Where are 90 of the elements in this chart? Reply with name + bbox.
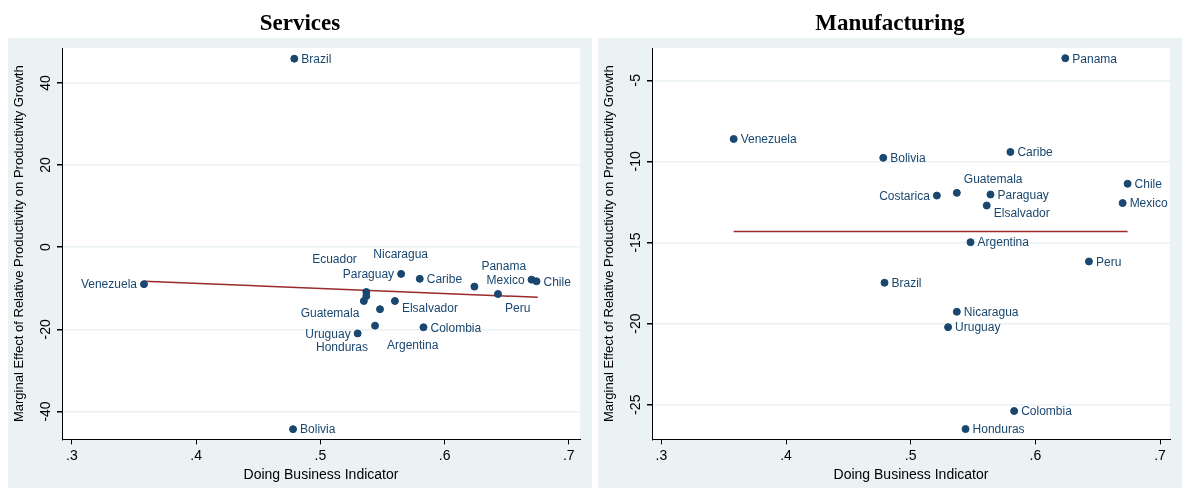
point bbox=[932, 191, 941, 200]
point bbox=[415, 274, 424, 283]
point bbox=[353, 329, 362, 338]
point bbox=[1084, 257, 1093, 266]
annotation: Chile bbox=[1134, 177, 1163, 192]
point bbox=[729, 135, 738, 143]
x-tick-label: .5 bbox=[314, 446, 327, 463]
point bbox=[470, 282, 479, 291]
y-tick-label: -40 bbox=[36, 401, 53, 422]
annotation: Panama bbox=[1072, 51, 1118, 66]
point bbox=[944, 323, 953, 332]
x-tick-label: .4 bbox=[190, 446, 203, 463]
point bbox=[359, 296, 368, 305]
annotation: Chile bbox=[543, 274, 572, 289]
x-tick-label: .7 bbox=[562, 446, 575, 463]
y-tick-label: 0 bbox=[36, 243, 53, 252]
point bbox=[880, 278, 889, 287]
annotation: Brazil bbox=[301, 51, 332, 66]
annotation: Caribe bbox=[1017, 145, 1054, 160]
y-tick-label: -20 bbox=[626, 313, 643, 334]
point bbox=[289, 425, 298, 434]
annotation: Bolivia bbox=[300, 422, 336, 437]
y-tick-label: -15 bbox=[626, 232, 643, 253]
x-tick-label: .4 bbox=[780, 446, 793, 463]
y-tick-label: 20 bbox=[36, 157, 53, 173]
annotation: Paraguay bbox=[342, 267, 395, 282]
x-tick-label: .5 bbox=[904, 446, 917, 463]
point bbox=[1061, 54, 1070, 63]
y-tick-label: -10 bbox=[626, 151, 643, 172]
y-tick-label: -20 bbox=[36, 319, 53, 340]
annotation: Nicaragua bbox=[373, 247, 429, 262]
x-tick-label: .3 bbox=[655, 446, 668, 463]
point bbox=[376, 305, 385, 314]
annotation: Elsalvador bbox=[993, 205, 1050, 220]
annotation: Bolivia bbox=[890, 151, 926, 166]
annotation: Mexico bbox=[1129, 196, 1168, 211]
point bbox=[986, 190, 995, 199]
y-axis-title: Marginal Effect of Relative Productivity on Productivity Growth bbox=[11, 65, 27, 423]
point bbox=[419, 323, 428, 332]
annotation: Paraguay bbox=[997, 187, 1049, 202]
annotation: Ecuador bbox=[312, 252, 357, 267]
annotation: Costarica bbox=[879, 188, 931, 203]
annotation: Brazil bbox=[891, 276, 922, 291]
annotation: Argentina bbox=[977, 235, 1030, 250]
point bbox=[371, 321, 380, 330]
point bbox=[532, 277, 541, 286]
annotation: Elsalvador bbox=[401, 301, 458, 316]
annotation: Uruguay bbox=[955, 320, 1001, 335]
annotation: Peru bbox=[1095, 254, 1122, 269]
annotation: Venezuela bbox=[80, 277, 138, 292]
chart-title: Services bbox=[258, 9, 342, 37]
x-tick-label: .6 bbox=[438, 446, 451, 463]
point bbox=[139, 280, 148, 289]
x-tick-label: .3 bbox=[66, 446, 78, 463]
annotation: Uruguay bbox=[305, 326, 351, 341]
point bbox=[1118, 199, 1127, 208]
annotation: Honduras bbox=[972, 422, 1025, 437]
annotation: Caribe bbox=[426, 272, 463, 287]
annotation: Nicaragua bbox=[963, 305, 1019, 320]
annotation: Mexico bbox=[486, 272, 525, 287]
point bbox=[982, 201, 991, 210]
point bbox=[494, 290, 503, 299]
annotation: Guatemala bbox=[963, 172, 1023, 187]
point bbox=[1006, 147, 1015, 156]
annotation: Panama bbox=[481, 258, 527, 273]
annotation: Venezuela bbox=[740, 132, 798, 147]
chart-title: Manufacturing bbox=[814, 9, 966, 37]
y-tick-label: -25 bbox=[626, 394, 643, 415]
annotation: Guatemala bbox=[300, 306, 360, 321]
point bbox=[1123, 179, 1132, 188]
y-axis-title: Marginal Effect of Relative Productivity on Productivity Growth bbox=[601, 65, 617, 423]
point bbox=[290, 54, 299, 63]
annotation: Colombia bbox=[1021, 404, 1073, 419]
x-axis-title: Doing Business Indicator bbox=[243, 466, 399, 483]
point bbox=[952, 307, 961, 316]
point bbox=[961, 425, 970, 434]
point bbox=[952, 188, 961, 197]
annotation: Peru bbox=[505, 301, 531, 316]
point bbox=[879, 153, 888, 162]
y-tick-label: 40 bbox=[36, 74, 53, 91]
point bbox=[1010, 407, 1019, 416]
x-axis-title: Doing Business Indicator bbox=[833, 466, 989, 483]
point bbox=[390, 296, 399, 305]
point bbox=[397, 269, 406, 278]
x-tick-label: .6 bbox=[1029, 446, 1042, 463]
x-tick-label: .7 bbox=[1154, 446, 1167, 463]
y-tick-label: -5 bbox=[626, 73, 643, 87]
annotation: Colombia bbox=[430, 320, 482, 335]
annotation: Argentina bbox=[387, 337, 439, 352]
point bbox=[966, 238, 975, 247]
